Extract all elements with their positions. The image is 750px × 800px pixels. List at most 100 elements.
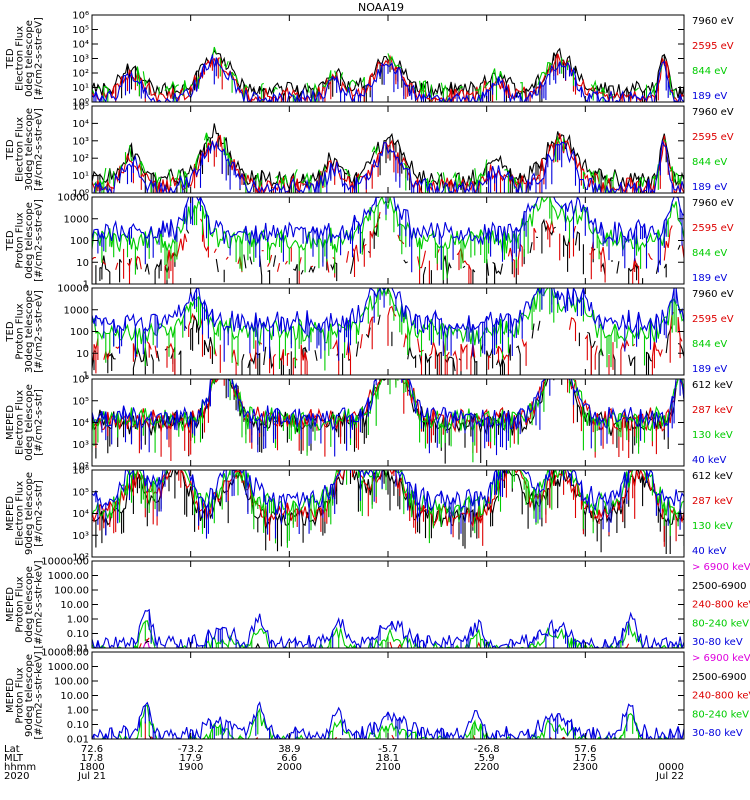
- y-tick-label: 1.00: [67, 706, 89, 717]
- y-tick-label: 10³: [72, 54, 89, 65]
- y-tick-label: 10³: [72, 531, 89, 542]
- legend-entry: 287 keV: [692, 405, 733, 416]
- y-tick-label: 10.00: [60, 600, 89, 611]
- legend-entry: > 6900 keV: [692, 562, 750, 573]
- y-tick-label: 10⁵: [72, 487, 89, 498]
- time-tick-label: 2000: [277, 762, 302, 773]
- legend-entry: 844 eV: [692, 66, 727, 77]
- y-tick-label: 10⁶: [72, 11, 89, 22]
- y-tick-label: 10³: [72, 136, 89, 147]
- legend-entry: 2595 eV: [692, 314, 734, 325]
- legend-entry: 189 eV: [692, 364, 727, 375]
- panel-frame: [91, 651, 685, 740]
- legend-entry: 30-80 keV: [692, 637, 743, 648]
- panel-data: [92, 470, 684, 554]
- legend-entry: 40 keV: [692, 455, 726, 466]
- lat-value: 57.6: [574, 744, 596, 755]
- y-tick-label: 100.00: [54, 586, 89, 597]
- time-tick-label: 2100: [375, 762, 400, 773]
- y-tick-label: 10⁰: [72, 98, 89, 109]
- panel-data: [92, 197, 684, 284]
- series-trace: [93, 132, 683, 193]
- y-tick-label: 10²: [72, 69, 89, 80]
- y-axis-label: [#/cm2-s-str-keV]: [34, 651, 45, 739]
- y-axis-label: Electron Flux: [15, 26, 26, 91]
- time-tick-label: 2300: [573, 762, 598, 773]
- legend-entry: 80-240 keV: [692, 618, 749, 629]
- footer-row-label: Lat: [4, 744, 20, 755]
- footer-row-label: hhmm: [4, 762, 36, 773]
- time-tick-label: 1900: [178, 762, 203, 773]
- y-tick-label: 10³: [72, 440, 89, 451]
- legend-entry: 2500-6900: [692, 581, 747, 592]
- y-tick-label: 10000: [57, 193, 89, 204]
- y-axis-label: 90deg telescope: [24, 472, 35, 555]
- y-axis-label: TED: [5, 321, 16, 342]
- legend-entry: 30-80 keV: [692, 728, 743, 739]
- series-trace: [101, 637, 682, 648]
- legend-entry: 2500-6900: [692, 672, 747, 683]
- mlt-value: 17.5: [574, 753, 596, 764]
- y-tick-label: 10.00: [60, 691, 89, 702]
- y-tick-label: 10⁶: [72, 466, 89, 477]
- y-tick-label: 10²: [72, 462, 89, 473]
- y-axis-label: [#/cm2-s-str]: [34, 389, 45, 456]
- y-tick-label: 10¹: [72, 171, 89, 182]
- panel-7: 0.01 0.10 1.00 10.00 100.00 1000.00 10000.00 ME…: [5, 557, 750, 655]
- y-tick-label: 10000: [57, 284, 89, 295]
- y-axis-label: 30deg telescope: [24, 108, 35, 191]
- chart-title: NOAA19: [358, 1, 404, 14]
- y-axis-label: Electron Flux: [15, 117, 26, 182]
- y-tick-label: 1: [83, 280, 89, 291]
- y-axis-label: [#/cm2-s-str-eV]: [34, 108, 45, 191]
- legend-entry: 240-800 keV: [692, 600, 750, 611]
- y-axis-label: Proton Flux: [15, 667, 26, 723]
- y-axis-label: [#/cm2-s-str-eV]: [34, 290, 45, 373]
- y-axis-label: TED: [5, 139, 16, 160]
- panel-data: [92, 608, 684, 648]
- y-axis-label: TED: [5, 230, 16, 251]
- mlt-value: 6.6: [281, 753, 297, 764]
- legend-entry: 2595 eV: [692, 41, 734, 52]
- legend-entry: 40 keV: [692, 546, 726, 557]
- panel-data: [92, 46, 684, 102]
- y-tick-label: 10⁴: [72, 40, 89, 51]
- lat-value: 72.6: [81, 744, 103, 755]
- legend-entry: 130 keV: [692, 430, 733, 441]
- y-axis-label: Proton Flux: [15, 576, 26, 632]
- y-tick-label: 10⁵: [72, 25, 89, 36]
- legend-entry: 7960 eV: [692, 198, 734, 209]
- series-trace: [92, 197, 684, 281]
- series-trace: [92, 211, 684, 284]
- lat-value: 38.9: [278, 744, 300, 755]
- legend-entry: 189 eV: [692, 91, 727, 102]
- y-tick-label: 1.00: [67, 615, 89, 626]
- legend-entry: 612 keV: [692, 471, 733, 482]
- series-trace: [92, 379, 684, 457]
- y-tick-label: 10²: [72, 553, 89, 564]
- legend-entry: 7960 eV: [692, 16, 734, 27]
- legend-entry: 7960 eV: [692, 107, 734, 118]
- panel-data: [92, 379, 684, 464]
- legend-entry: 189 eV: [692, 273, 727, 284]
- y-tick-label: 1000.00: [48, 571, 89, 582]
- panel-8: 0.01 0.10 1.00 10.00 100.00 1000.00 10000.00 ME…: [5, 648, 750, 746]
- y-tick-label: 10⁴: [72, 418, 89, 429]
- series-trace: [92, 53, 684, 102]
- y-tick-label: 10000.00: [41, 557, 89, 568]
- y-axis-label: TED: [5, 48, 16, 69]
- y-tick-label: 100: [70, 236, 89, 247]
- y-tick-label: 10²: [72, 154, 89, 165]
- y-tick-label: 10: [76, 258, 89, 269]
- panel-data: [92, 123, 684, 193]
- legend-entry: 130 keV: [692, 521, 733, 532]
- series-trace: [92, 139, 684, 193]
- legend-entry: 844 eV: [692, 339, 727, 350]
- y-axis-label: [#/cm2-s-str]: [34, 480, 45, 547]
- y-tick-label: 1000: [64, 305, 89, 316]
- footer-row-label: 2020: [4, 771, 29, 782]
